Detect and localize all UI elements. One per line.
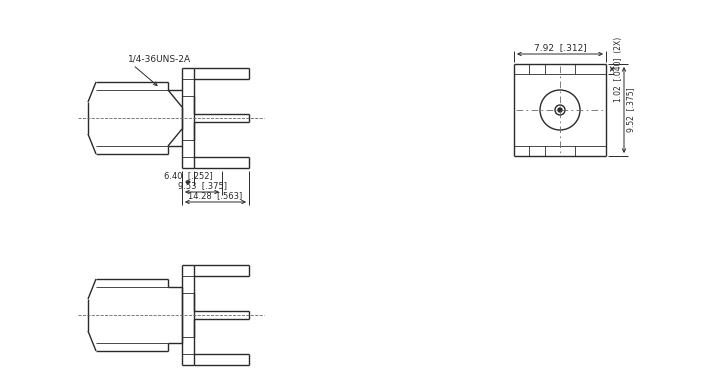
Text: 9.53  [.375]: 9.53 [.375] [178,181,227,190]
Text: 14.28  [.563]: 14.28 [.563] [189,191,243,200]
Text: 1.02  [.040]  (2X): 1.02 [.040] (2X) [614,36,623,102]
Text: 9.52  [.375]: 9.52 [.375] [626,88,635,132]
Text: 7.92  [.312]: 7.92 [.312] [534,43,586,52]
Text: 1/4-36UNS-2A: 1/4-36UNS-2A [128,55,191,64]
Circle shape [558,108,562,112]
Text: 6.40  [.252]: 6.40 [.252] [163,171,212,180]
